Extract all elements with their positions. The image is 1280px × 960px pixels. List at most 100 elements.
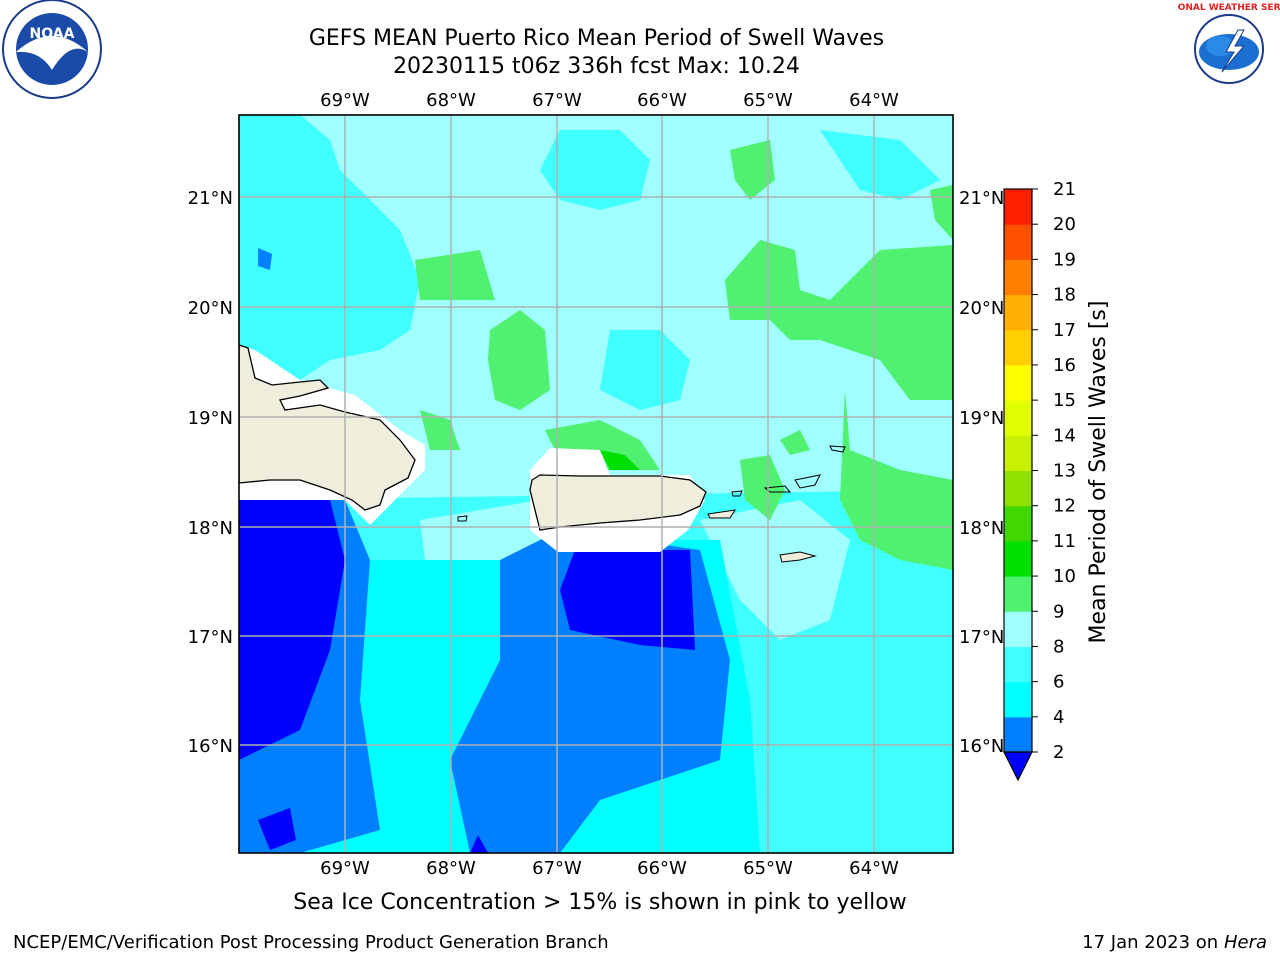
land-culebra <box>731 490 743 497</box>
colorbar-tick-label: 14 <box>1053 425 1076 446</box>
lat-label: 18°N <box>959 518 1004 539</box>
colorbar-segment <box>1004 189 1032 225</box>
field-9-10-d <box>725 240 953 400</box>
colorbar-segment <box>1004 646 1032 683</box>
lat-labels-left: 21°N 20°N 19°N 18°N 17°N 16°N <box>188 188 233 757</box>
swell-field <box>239 115 953 853</box>
graticule <box>239 115 953 853</box>
lat-label: 21°N <box>959 188 1004 209</box>
field-9-10-e <box>930 185 953 240</box>
footer-host: Hera <box>1223 932 1267 953</box>
land-anguilla <box>829 445 846 453</box>
colorbar-segment <box>1004 435 1032 471</box>
colorbar-tick-label: 20 <box>1053 214 1076 235</box>
field-2-4-sw <box>258 808 296 850</box>
field-9-10-f <box>420 410 460 450</box>
map-frame <box>238 114 954 854</box>
colorbar-tick-label: 11 <box>1053 531 1076 552</box>
lat-label: 21°N <box>188 188 233 209</box>
chart-subtitle: 20230115 t06z 336h fcst Max: 10.24 <box>393 54 800 79</box>
colorbar-tick-label: 4 <box>1053 707 1064 728</box>
colorbar-extend-min <box>1003 751 1033 782</box>
land-bvi <box>794 474 821 489</box>
colorbar-tick-label: 18 <box>1053 285 1076 306</box>
colorbar-segment <box>1004 329 1032 366</box>
lon-label: 69°W <box>320 90 370 111</box>
colorbar-segment <box>1004 400 1032 436</box>
lon-label: 67°W <box>532 858 582 879</box>
field-6-8-c <box>600 330 690 410</box>
colorbar-tick-label: 13 <box>1053 461 1076 482</box>
nws-logo: NATIONAL WEATHER SERVICE <box>1178 1 1280 97</box>
lon-label: 65°W <box>743 858 793 879</box>
colorbar-segment <box>1004 540 1032 577</box>
caption: Sea Ice Concentration > 15% is shown in … <box>0 890 1280 915</box>
colorbar-tick-label: 16 <box>1053 355 1076 376</box>
field-9-10-j <box>780 430 810 455</box>
lon-label: 67°W <box>532 90 582 111</box>
lat-label: 19°N <box>188 408 233 429</box>
colorbar-segment <box>1004 681 1032 718</box>
land-hispaniola <box>239 344 416 511</box>
colorbar-tick-label: 12 <box>1053 496 1076 517</box>
field-2-4-s <box>470 835 488 853</box>
colorbar-segment <box>1004 611 1032 647</box>
land-mona <box>457 515 468 522</box>
colorbar-segment <box>1004 576 1032 612</box>
field-6-8-n <box>540 130 650 210</box>
colorbar-tick-label: 17 <box>1053 320 1076 341</box>
colorbar-segment <box>1004 294 1032 331</box>
field-6-8-ne <box>820 130 940 200</box>
footer-credit: NCEP/EMC/Verification Post Processing Pr… <box>13 932 609 953</box>
lon-labels-top: 69°W 68°W 67°W 66°W 65°W 64°W <box>320 90 899 111</box>
lon-label: 64°W <box>849 858 899 879</box>
lon-label: 69°W <box>320 858 370 879</box>
noaa-logo: NOAA <box>2 0 102 99</box>
colorbar-tick-label: 15 <box>1053 390 1076 411</box>
nws-logo-text: NATIONAL WEATHER SERVICE <box>1178 3 1280 13</box>
field-9-10-c <box>730 140 775 200</box>
lat-label: 16°N <box>959 736 1004 757</box>
lat-labels-right: 21°N 20°N 19°N 18°N 17°N 16°N <box>959 188 1004 757</box>
land-vieques <box>707 509 736 519</box>
field-10-11 <box>600 450 640 470</box>
colorbar-tick-label: 8 <box>1053 636 1064 657</box>
lon-labels-bottom: 69°W 68°W 67°W 66°W 65°W 64°W <box>320 858 899 879</box>
colorbar-label: Mean Period of Swell Waves [s] <box>1086 301 1111 644</box>
field-4-6-dot <box>258 248 272 270</box>
field-8-9-s2 <box>700 500 850 640</box>
lon-label: 64°W <box>849 90 899 111</box>
lat-label: 20°N <box>959 298 1004 319</box>
footer-date: 17 Jan 2023 on Hera <box>1082 932 1267 953</box>
lon-label: 66°W <box>637 858 687 879</box>
chart-title: GEFS MEAN Puerto Rico Mean Period of Swe… <box>308 26 885 51</box>
land-st-croix <box>779 551 817 563</box>
lat-label: 18°N <box>188 518 233 539</box>
colorbar-segment <box>1004 716 1032 753</box>
colorbar-segment <box>1004 470 1032 507</box>
field-9-10-b <box>488 310 550 410</box>
colorbar-segment <box>1004 224 1032 260</box>
colorbar-tick-label: 2 <box>1053 742 1064 763</box>
lat-label: 19°N <box>959 408 1004 429</box>
colorbar-segment <box>1004 259 1032 296</box>
colorbar-tick-label: 19 <box>1053 249 1076 270</box>
colorbar-tick-label: 21 <box>1053 179 1076 200</box>
field-9-10-a <box>415 250 495 300</box>
lon-label: 66°W <box>637 90 687 111</box>
colorbar-segment <box>1004 505 1032 542</box>
colorbar: 2 4 6 8 9 10 11 12 13 14 15 16 17 18 19 20 21 <box>1003 179 1076 782</box>
footer-date-text: 17 Jan 2023 on <box>1082 932 1219 953</box>
lon-label: 68°W <box>426 90 476 111</box>
caption-text: Sea Ice Concentration > 15% is shown in … <box>293 890 907 915</box>
lat-label: 16°N <box>188 736 233 757</box>
colorbar-tick-label: 9 <box>1053 601 1064 622</box>
lon-label: 65°W <box>743 90 793 111</box>
field-6-8-nw <box>239 115 420 380</box>
field-2-4-w <box>239 500 345 760</box>
field-9-10-i <box>840 390 953 570</box>
field-9-10-h <box>740 455 785 520</box>
lat-label: 20°N <box>188 298 233 319</box>
colorbar-segment <box>1004 364 1032 401</box>
